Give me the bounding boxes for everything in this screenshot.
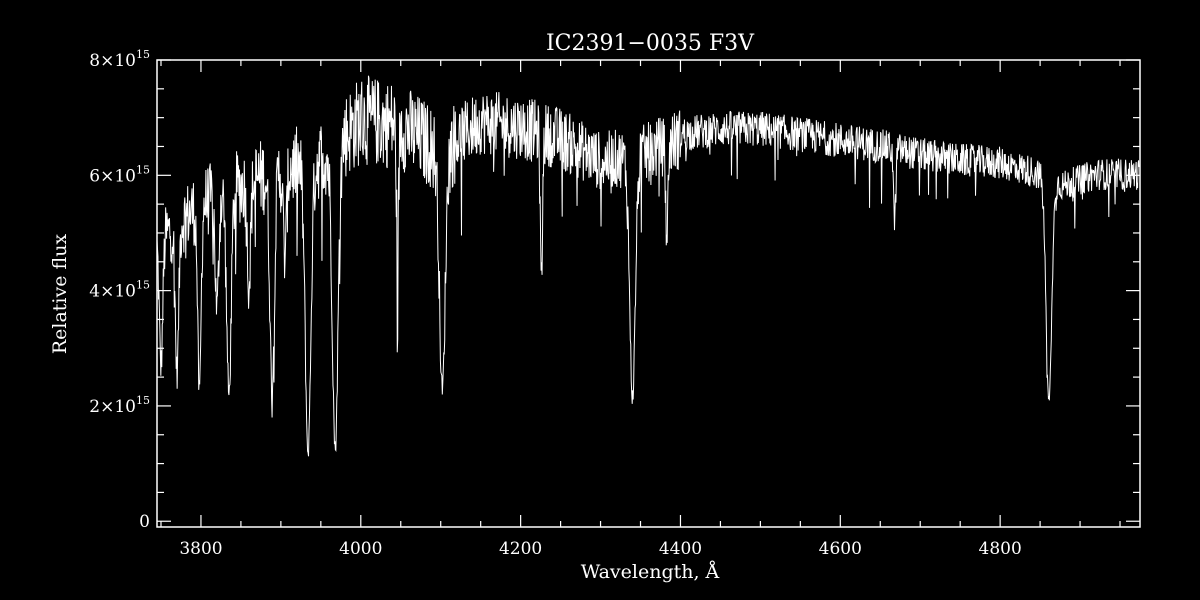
y-tick-label: 8×1015 [89,48,150,71]
x-tick-label: 3800 [179,539,222,559]
x-axis-label: Wavelength, Å [581,561,720,583]
x-tick-label: 4000 [339,539,382,559]
y-tick-label: 2×1015 [89,394,150,417]
chart-title: IC2391−0035 F3V [546,31,755,56]
y-tick-label: 4×1015 [89,279,150,302]
y-tick-label: 6×1015 [89,163,150,186]
x-tick-label: 4600 [819,539,862,559]
plot-frame [156,59,1141,528]
x-tick-label: 4400 [659,539,702,559]
y-tick-label: 0 [139,512,150,532]
x-tick-label: 4800 [979,539,1022,559]
y-ticks: 0 2×1015 4×1015 6×1015 8×1015 [89,48,1140,532]
x-ticks: 3800 4000 4200 4400 4600 4800 [160,60,1121,559]
spectrum-line [156,75,1140,457]
y-axis-label: Relative flux [49,234,71,355]
x-tick-label: 4200 [499,539,542,559]
